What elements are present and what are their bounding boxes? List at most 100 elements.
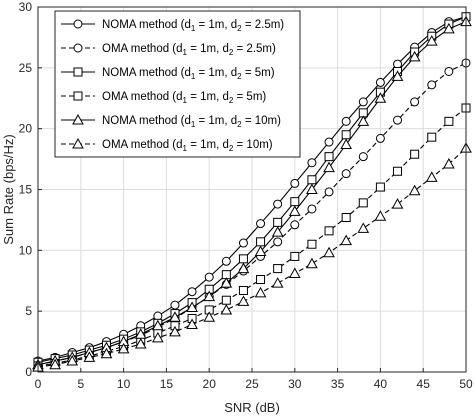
series-5-point [323,161,335,173]
series-6-point [66,355,79,366]
x-tick-label: 5 [77,377,84,391]
series-6-point [443,157,455,169]
y-axis-label: Sum Rate (bps/Hz) [1,134,16,245]
series-5-point [151,319,164,331]
legend-label-part: 2 [229,144,234,153]
series-4-point [221,295,231,305]
series-1-point [273,199,283,209]
x-tick-label: 20 [203,377,217,391]
legend-label-part: 1 [183,144,188,153]
series-1-point [358,97,368,107]
series-5-point [237,262,250,274]
series-5-point [169,311,181,322]
series-1-point [324,137,334,147]
series-6-point [340,234,353,246]
series-4-point [410,149,420,159]
series-2-point [375,133,385,143]
series-4-point [393,166,403,176]
legend-label-part: NOMA method (d [102,67,191,79]
series-4-point [324,226,334,236]
y-tick-label: 5 [25,304,32,318]
y-tick-label: 30 [19,0,33,14]
series-6-point [49,358,61,370]
legend-box [54,10,301,158]
series-3-point [324,152,334,162]
legend-marker [73,19,83,29]
legend-item-3: NOMA method (d1 = 1m, d2 = 5m) [61,67,275,81]
series-4-point [307,239,317,249]
legend-label: NOMA method (d1 = 1m, d2 = 5m) [102,67,275,81]
series-3-point [307,175,317,185]
axis-ticks: 0 5 10 15 20 25 30 35 40 45 50 0 5 10 15 20 25 30 [19,0,473,391]
legend-marker [73,91,83,101]
legend-label-part: 1 [191,24,196,33]
series-5-point [443,22,455,34]
y-tick-label: 10 [19,243,33,257]
legend-label-part: = 1m, d [195,19,237,31]
x-tick-label: 40 [374,377,388,391]
legend-label-part: = 10m) [242,115,281,127]
series-2-point [427,80,437,90]
legend-label-part: 1 [191,120,196,129]
legend: NOMA method (d1 = 1m, d2 = 2.5m)OMA meth… [54,10,301,158]
series-6-point [288,267,301,278]
legend-label-part: 1 [183,96,188,105]
series-6-point [425,171,438,182]
series-1-point [221,256,231,266]
legend-label-part: = 1m, d [187,43,229,55]
series-3-point [290,197,300,207]
legend-marker [73,43,83,53]
series-4-point [341,212,351,222]
legend-label-part: = 1m, d [187,91,229,103]
legend-label-part: OMA method (d [102,139,183,151]
y-tick-label: 0 [25,365,32,379]
series-layer [32,12,472,372]
legend-label-part: = 2.5m) [242,19,285,31]
series-2-point [324,187,334,197]
legend-item-6: OMA method (d1 = 1m, d2 = 10m) [61,137,273,153]
series-6-point [220,303,233,315]
series-1-point [153,311,163,321]
legend-label-part: NOMA method (d [102,115,191,127]
series-1-point [238,238,248,248]
series-3-point [256,237,266,247]
series-6-point [83,351,96,362]
legend-label: NOMA method (d1 = 1m, d2 = 2.5m) [102,19,284,33]
series-6-point [254,286,267,298]
series-2-point [273,237,283,247]
legend-label-part: = 1m, d [187,139,229,151]
series-5-point [271,226,284,237]
y-tick-label: 15 [19,183,33,197]
series-4-point [256,275,266,285]
legend-label-part: 1 [191,72,196,81]
legend-item-4: OMA method (d1 = 1m, d2 = 5m) [61,91,266,105]
series-2-point [358,152,368,162]
series-4-point [358,198,368,208]
legend-label: OMA method (d1 = 1m, d2 = 5m) [102,91,266,105]
series-2-point [341,169,351,179]
series-1-point [256,219,266,229]
legend-label-part: 2 [229,96,234,105]
x-tick-label: 10 [117,377,131,391]
series-6-point [374,210,387,221]
series-3-point [238,254,248,264]
series-2-point [307,204,317,214]
legend-label-part: = 1m, d [195,115,237,127]
series-5-point [220,277,233,288]
series-1-point [187,287,197,297]
series-6-point [151,331,164,343]
series-5-point [254,245,267,257]
legend-label-part: 2 [237,120,242,129]
legend-label-part: = 1m, d [195,67,237,79]
legend-label-part: = 10m) [233,139,272,151]
series-6-point [271,277,284,288]
series-5-point [357,115,370,126]
legend-item-1: NOMA method (d1 = 1m, d2 = 2.5m) [61,19,284,33]
series-6-point [100,347,113,359]
series-5-point [408,50,421,62]
series-3-point [341,130,351,140]
series-5-point [288,205,301,216]
legend-label-part: = 2.5m) [233,43,276,55]
x-tick-label: 45 [417,377,431,391]
legend-marker [72,137,84,149]
